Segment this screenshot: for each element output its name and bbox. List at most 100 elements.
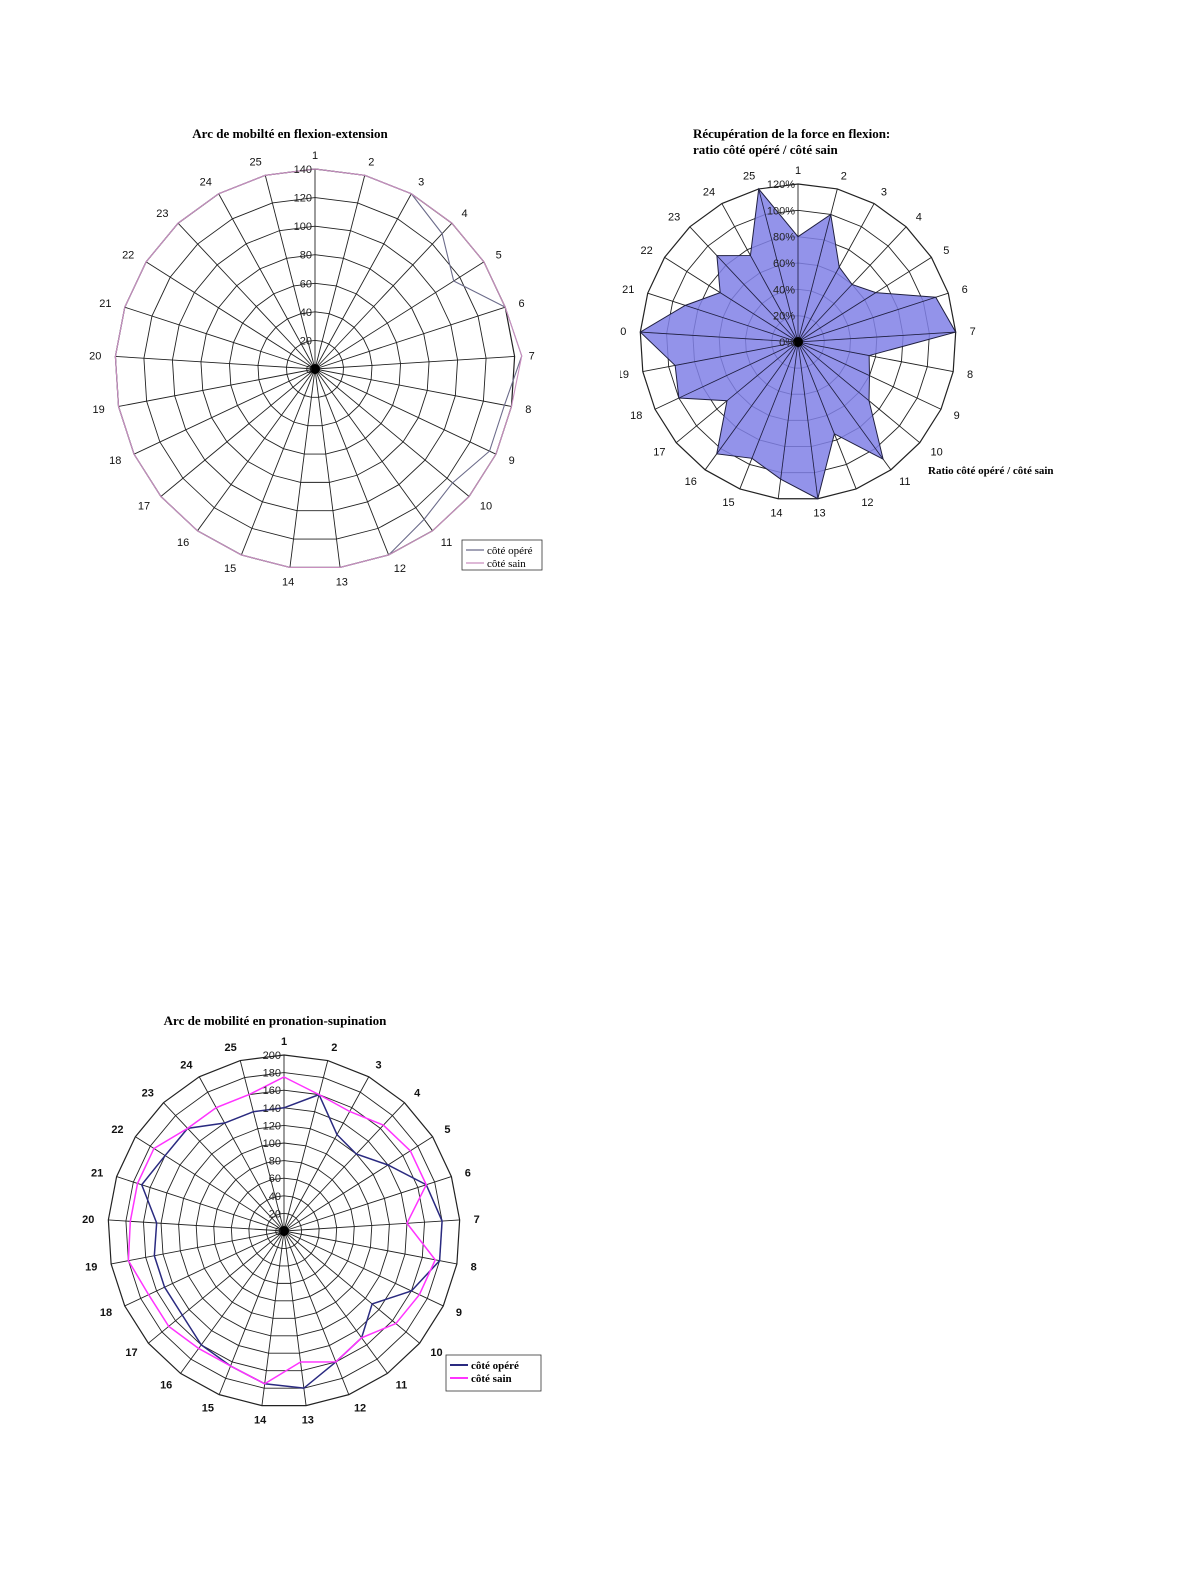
grid-spoke — [160, 368, 316, 497]
chart-title: Arc de mobilité en pronation-supination — [164, 1013, 387, 1028]
tick-label: 20 — [300, 335, 312, 347]
series-spoke — [751, 341, 799, 459]
category-label: 21 — [91, 1167, 103, 1179]
tick-label: 140 — [294, 164, 312, 176]
grid-spoke — [197, 368, 316, 532]
grid-ring — [195, 1142, 373, 1319]
category-label: 10 — [430, 1347, 442, 1359]
category-label: 18 — [109, 455, 121, 467]
series-spoke — [780, 341, 799, 480]
grid-ring — [160, 1107, 408, 1354]
grid-spoke — [283, 1060, 329, 1232]
grid-ring — [200, 254, 430, 483]
category-label: 20 — [620, 326, 626, 338]
category-label: 13 — [302, 1415, 314, 1425]
category-label: 22 — [122, 249, 134, 261]
category-label: 25 — [250, 157, 262, 169]
grid-spoke — [314, 368, 341, 568]
category-label: 23 — [668, 212, 680, 224]
series-spoke — [797, 292, 877, 343]
grid-spoke — [283, 1230, 350, 1395]
grid-spoke — [261, 1230, 285, 1406]
grid-spoke — [289, 368, 316, 568]
series-spoke — [750, 255, 799, 343]
category-label: 17 — [653, 447, 665, 459]
grid-ring — [286, 339, 344, 398]
grid-spoke — [314, 222, 453, 370]
grid-ring — [248, 1195, 320, 1267]
legend-box — [461, 539, 543, 571]
grid-spoke — [124, 306, 316, 370]
grid-spoke — [124, 1230, 285, 1307]
category-label: 16 — [177, 537, 189, 549]
series-spoke — [797, 284, 853, 343]
category-label: 24 — [180, 1060, 193, 1072]
grid-spoke — [218, 193, 316, 370]
category-label: 6 — [465, 1167, 471, 1179]
grid-spoke — [283, 1102, 405, 1232]
grid-spoke — [283, 1230, 388, 1374]
grid-ring — [265, 1212, 303, 1249]
series-spoke — [726, 341, 799, 402]
category-label: 10 — [931, 447, 943, 459]
tick-label: 100 — [263, 1138, 281, 1150]
tick-label: 20% — [773, 311, 795, 323]
category-label: 5 — [496, 249, 502, 261]
grid-spoke — [283, 1230, 457, 1265]
grid-spoke — [198, 1076, 285, 1232]
grid-spoke — [108, 1219, 285, 1232]
grid-spoke — [145, 261, 316, 370]
series-spoke — [758, 188, 799, 343]
category-label: 12 — [861, 497, 873, 509]
category-label: 24 — [703, 186, 715, 198]
category-label: 19 — [620, 369, 629, 381]
category-label: 3 — [376, 1060, 382, 1072]
category-label: 2 — [841, 170, 847, 182]
category-label: 11 — [899, 476, 910, 488]
category-label: 1 — [312, 150, 318, 162]
grid-spoke — [283, 1230, 444, 1307]
series-spoke — [716, 255, 799, 343]
grid-spoke — [314, 368, 433, 532]
category-label: 14 — [770, 508, 782, 520]
grid-spoke — [314, 261, 485, 370]
category-label: 16 — [160, 1380, 172, 1392]
grid-spoke — [116, 1176, 285, 1232]
legend: Ratio côté opéré / côté sain — [928, 465, 1054, 477]
legend-label: Ratio côté opéré / côté sain — [928, 465, 1054, 477]
chart-title: Arc de mobilté en flexion-extension — [192, 126, 388, 141]
radar-grid — [107, 1054, 461, 1407]
grid-spoke — [283, 1230, 307, 1406]
category-label: 15 — [722, 497, 734, 509]
grid-ring — [229, 282, 401, 455]
series-spoke — [797, 214, 832, 343]
series-spoke — [640, 331, 799, 343]
category-label: 7 — [529, 351, 535, 363]
category-label: 25 — [224, 1042, 236, 1054]
grid-spoke — [314, 368, 470, 497]
grid-ring — [178, 1124, 390, 1337]
category-label: 17 — [125, 1347, 137, 1359]
grid-spoke — [115, 355, 316, 370]
category-label: 23 — [142, 1087, 154, 1099]
grid-ring — [125, 1072, 443, 1389]
category-label: 10 — [480, 500, 492, 512]
tick-label: 200 — [263, 1050, 281, 1062]
grid-spoke — [148, 1230, 285, 1344]
series-spoke — [797, 331, 956, 343]
tick-label: 0% — [779, 337, 795, 349]
category-label: 2 — [331, 1042, 337, 1054]
series-line-1 — [127, 1076, 437, 1385]
legend-label: côté opéré — [487, 545, 533, 557]
radar-chart-svg: Arc de mobilté en flexion-extension 0 20 40… — [89, 126, 543, 588]
tick-label: 60 — [300, 278, 312, 290]
chart-pronation-supination: Arc de mobilité en pronation-supination 0… — [70, 1005, 550, 1425]
grid-spoke — [314, 175, 366, 370]
category-label: 3 — [881, 186, 887, 198]
category-label: 16 — [685, 476, 697, 488]
grid-ring — [143, 1089, 425, 1372]
category-label: 11 — [396, 1380, 408, 1392]
center-dot — [793, 337, 803, 347]
series-spoke — [797, 341, 870, 356]
